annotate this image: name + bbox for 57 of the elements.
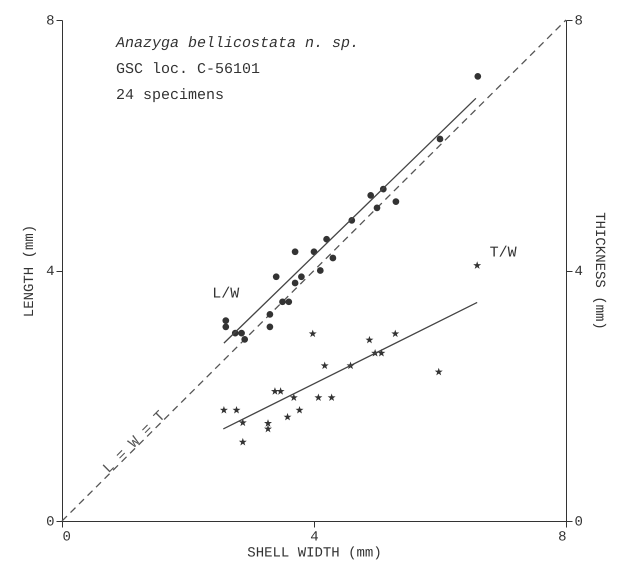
x-tick-label: 4 (310, 530, 319, 546)
y2-tick-label: 8 (574, 14, 583, 30)
point (365, 336, 374, 344)
y-tick-label: 0 (46, 514, 54, 530)
point (266, 324, 274, 330)
point (473, 261, 482, 269)
point (316, 267, 324, 274)
point (314, 393, 322, 402)
point (279, 298, 286, 306)
point (232, 406, 240, 414)
y2-tick-label: 4 (574, 264, 583, 280)
point (238, 438, 247, 446)
x-axis-title: SHELL WIDTH (mm) (247, 546, 382, 562)
point (241, 336, 248, 343)
point (374, 204, 380, 212)
point (264, 424, 272, 432)
point (323, 236, 330, 243)
y2-tick-label: 0 (574, 514, 583, 530)
y-tick-label: 8 (46, 14, 54, 30)
point (320, 362, 329, 370)
point (296, 406, 304, 414)
point (284, 412, 292, 420)
annotation: 24 specimens (116, 87, 224, 104)
point (292, 248, 298, 256)
point (298, 273, 305, 280)
point (436, 136, 444, 142)
point (391, 330, 400, 338)
point (270, 387, 279, 395)
point (285, 298, 292, 306)
point (292, 280, 298, 286)
point (222, 317, 230, 324)
point (330, 254, 336, 262)
point (266, 310, 274, 318)
point (328, 393, 336, 402)
point (222, 324, 230, 330)
x-tick-label: 8 (558, 530, 566, 546)
y-axis-title: LENGTH (mm) (22, 224, 38, 318)
point (434, 368, 443, 376)
y2-axis-title: THICKNESS (mm) (590, 212, 607, 330)
point (264, 419, 272, 427)
text: L = W = T (100, 408, 170, 478)
point (474, 73, 482, 80)
series-label: T/W (490, 244, 517, 262)
annotation: Anazyga bellicostata n. sp. (115, 35, 360, 52)
point (290, 393, 298, 402)
point (367, 192, 374, 199)
annotation: GSC loc. C-56101 (116, 61, 260, 78)
series-label: L/W (212, 286, 240, 303)
point (272, 273, 280, 280)
point (392, 198, 400, 205)
x-tick-label: 0 (62, 530, 71, 546)
point (220, 406, 228, 414)
y-tick-label: 4 (46, 264, 54, 280)
point (238, 330, 245, 336)
point (377, 348, 386, 357)
point (308, 330, 317, 338)
point (276, 387, 285, 395)
